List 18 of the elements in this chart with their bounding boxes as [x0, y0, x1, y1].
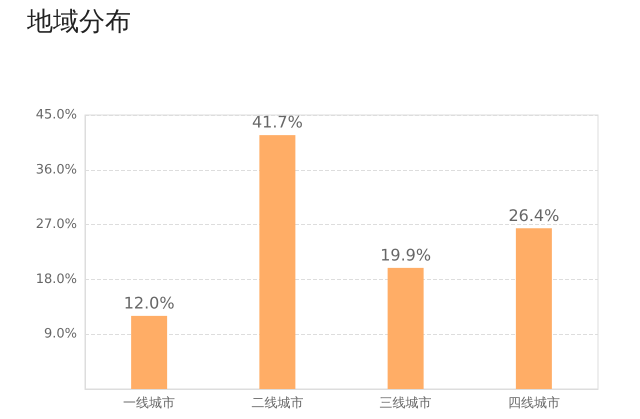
data-label: 41.7%: [252, 112, 303, 132]
x-tick-label: 三线城市: [380, 396, 432, 411]
x-tick-label: 一线城市: [123, 396, 176, 411]
data-label: 19.9%: [380, 245, 432, 264]
y-tick-label: 27.0%: [36, 217, 77, 232]
y-tick-label: 18.0%: [36, 272, 77, 287]
y-tick-label: 9.0%: [44, 326, 77, 342]
data-label: 26.4%: [508, 206, 560, 225]
bar: [131, 316, 168, 389]
bar: [259, 135, 296, 389]
bar: [388, 268, 424, 389]
data-label: 12.0%: [124, 293, 175, 312]
y-tick-label: 45.0%: [36, 108, 77, 122]
bar: [516, 228, 552, 389]
chart-title: 地域分布: [26, 7, 131, 37]
x-tick-label: 四线城市: [508, 396, 560, 411]
y-tick-label: 36.0%: [36, 162, 77, 178]
x-tick-label: 二线城市: [251, 396, 304, 411]
